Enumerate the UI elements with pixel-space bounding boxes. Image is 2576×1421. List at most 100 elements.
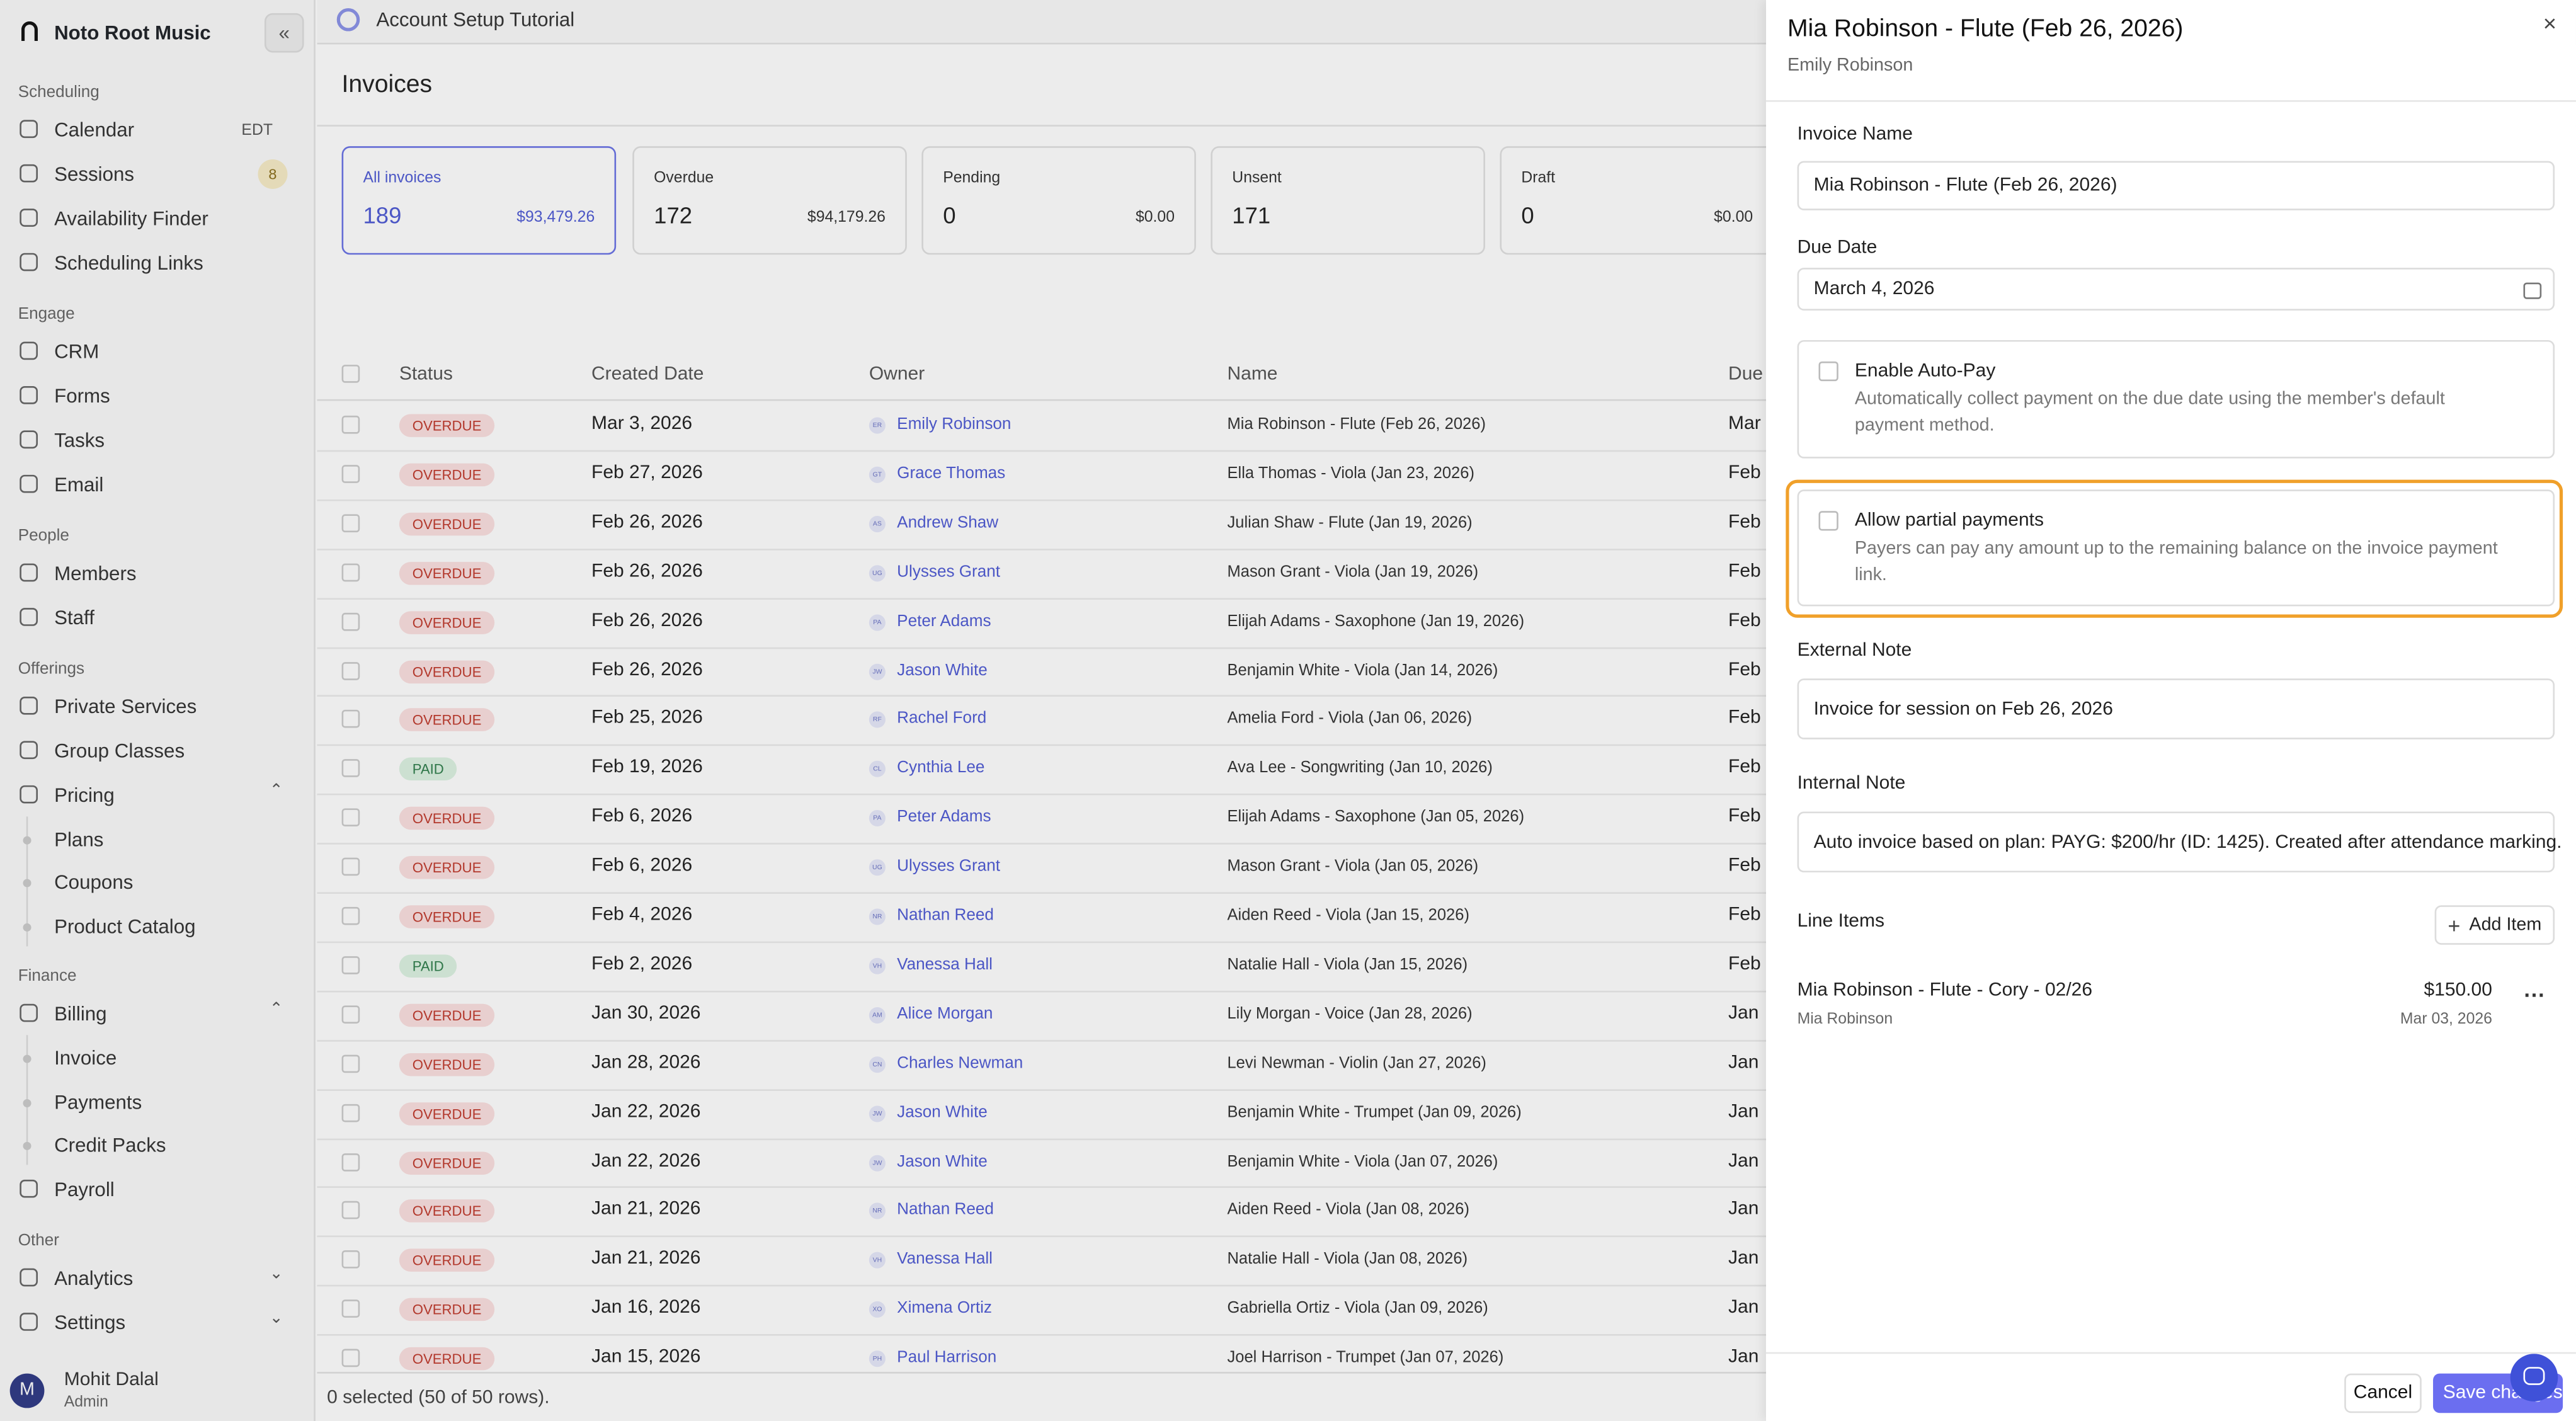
invoice-name[interactable]: Mason Grant - Viola (Jan 05, 2026) bbox=[1227, 857, 1479, 876]
text-input[interactable]: Invoice for session on Feb 26, 2026 bbox=[1797, 678, 2555, 739]
owner-name[interactable]: Alice Morgan bbox=[897, 1005, 993, 1024]
org-name[interactable]: Noto Root Music bbox=[54, 21, 211, 45]
invoice-name[interactable]: Lily Morgan - Voice (Jan 28, 2026) bbox=[1227, 1005, 1473, 1024]
owner-name[interactable]: Rachel Ford bbox=[897, 710, 987, 729]
nav-item[interactable]: Payroll bbox=[54, 1177, 115, 1201]
row-checkbox[interactable] bbox=[341, 1054, 360, 1073]
invoice-name[interactable]: Mason Grant - Viola (Jan 19, 2026) bbox=[1227, 562, 1479, 581]
owner-name[interactable]: Emily Robinson bbox=[897, 415, 1012, 434]
nav-item[interactable]: Private Services bbox=[54, 695, 197, 718]
row-checkbox[interactable] bbox=[341, 612, 360, 631]
invoice-name[interactable]: Benjamin White - Viola (Jan 07, 2026) bbox=[1227, 1152, 1498, 1171]
column-header[interactable]: Status bbox=[399, 365, 453, 385]
nav-item[interactable]: Forms bbox=[54, 384, 110, 408]
nav-item[interactable]: Tasks bbox=[54, 428, 105, 452]
row-checkbox[interactable] bbox=[341, 1103, 360, 1122]
summary-card[interactable]: Draft 0 $0.00 bbox=[1500, 146, 1775, 255]
nav-item[interactable]: Members bbox=[54, 562, 137, 585]
invoice-name[interactable]: Aiden Reed - Viola (Jan 15, 2026) bbox=[1227, 906, 1470, 925]
owner-name[interactable]: Peter Adams bbox=[897, 808, 991, 827]
row-checkbox[interactable] bbox=[341, 1250, 360, 1269]
owner-name[interactable]: Jason White bbox=[897, 1103, 988, 1122]
nav-subitem[interactable]: Plans bbox=[54, 828, 104, 852]
owner-name[interactable]: Nathan Reed bbox=[897, 906, 994, 925]
row-checkbox[interactable] bbox=[341, 808, 360, 827]
text-input[interactable]: March 4, 2026 bbox=[1797, 268, 2555, 311]
row-checkbox[interactable] bbox=[341, 1201, 360, 1220]
column-header[interactable]: Created Date bbox=[591, 365, 704, 385]
nav-item[interactable]: Email bbox=[54, 473, 104, 496]
invoice-name[interactable]: Mia Robinson - Flute (Feb 26, 2026) bbox=[1227, 415, 1486, 434]
row-checkbox[interactable] bbox=[341, 562, 360, 581]
invoice-name[interactable]: Joel Harrison - Trumpet (Jan 07, 2026) bbox=[1227, 1349, 1504, 1367]
owner-name[interactable]: Cynthia Lee bbox=[897, 759, 985, 778]
row-checkbox[interactable] bbox=[341, 1152, 360, 1171]
column-header[interactable]: Owner bbox=[869, 365, 925, 385]
checkbox[interactable] bbox=[1818, 511, 1838, 531]
nav-subitem[interactable]: Coupons bbox=[54, 871, 134, 894]
add-item-button[interactable]: + Add Item bbox=[2434, 905, 2555, 945]
invoice-name[interactable]: Julian Shaw - Flute (Jan 19, 2026) bbox=[1227, 513, 1473, 532]
owner-name[interactable]: Grace Thomas bbox=[897, 464, 1006, 483]
nav-item[interactable]: Pricing bbox=[54, 784, 115, 807]
cancel-button[interactable]: Cancel bbox=[2344, 1373, 2422, 1413]
owner-name[interactable]: Vanessa Hall bbox=[897, 956, 993, 974]
header-checkbox[interactable] bbox=[341, 365, 360, 383]
invoice-name[interactable]: Ava Lee - Songwriting (Jan 10, 2026) bbox=[1227, 759, 1493, 778]
nav-item[interactable]: Availability Finder bbox=[54, 207, 208, 231]
owner-name[interactable]: Andrew Shaw bbox=[897, 513, 999, 532]
nav-item[interactable]: Calendar bbox=[54, 118, 135, 142]
owner-name[interactable]: Charles Newman bbox=[897, 1054, 1023, 1073]
owner-name[interactable]: Jason White bbox=[897, 661, 988, 680]
row-checkbox[interactable] bbox=[341, 857, 360, 876]
nav-item[interactable]: Scheduling Links bbox=[54, 251, 203, 275]
nav-item[interactable]: Analytics bbox=[54, 1266, 134, 1290]
row-checkbox[interactable] bbox=[341, 513, 360, 532]
owner-name[interactable]: Jason White bbox=[897, 1152, 988, 1171]
row-checkbox[interactable] bbox=[341, 1299, 360, 1318]
invoice-name[interactable]: Elijah Adams - Saxophone (Jan 05, 2026) bbox=[1227, 808, 1525, 827]
row-checkbox[interactable] bbox=[341, 661, 360, 680]
row-checkbox[interactable] bbox=[341, 415, 360, 434]
column-header[interactable]: Name bbox=[1227, 365, 1278, 385]
owner-name[interactable]: Peter Adams bbox=[897, 612, 991, 631]
nav-subitem[interactable]: Credit Packs bbox=[54, 1133, 166, 1157]
invoice-name[interactable]: Benjamin White - Viola (Jan 14, 2026) bbox=[1227, 661, 1498, 680]
invoice-name[interactable]: Levi Newman - Violin (Jan 27, 2026) bbox=[1227, 1054, 1486, 1073]
collapse-button[interactable]: « bbox=[264, 13, 304, 53]
column-header[interactable]: Due bbox=[1728, 365, 1764, 385]
tutorial-link[interactable]: Account Setup Tutorial bbox=[376, 8, 575, 31]
owner-name[interactable]: Vanessa Hall bbox=[897, 1250, 993, 1269]
chat-widget[interactable] bbox=[2510, 1354, 2558, 1401]
text-input[interactable]: Auto invoice based on plan: PAYG: $200/h… bbox=[1797, 811, 2562, 873]
summary-card[interactable]: All invoices 189 $93,479.26 bbox=[341, 146, 617, 255]
row-checkbox[interactable] bbox=[341, 1005, 360, 1024]
invoice-name[interactable]: Elijah Adams - Saxophone (Jan 19, 2026) bbox=[1227, 612, 1525, 631]
text-input[interactable]: Mia Robinson - Flute (Feb 26, 2026) bbox=[1797, 161, 2555, 210]
row-checkbox[interactable] bbox=[341, 759, 360, 778]
row-checkbox[interactable] bbox=[341, 710, 360, 729]
owner-name[interactable]: Ximena Ortiz bbox=[897, 1299, 992, 1318]
nav-item[interactable]: Staff bbox=[54, 606, 94, 630]
line-item-menu[interactable]: ⋯ bbox=[2523, 982, 2545, 1007]
invoice-name[interactable]: Natalie Hall - Viola (Jan 15, 2026) bbox=[1227, 956, 1468, 974]
nav-item[interactable]: CRM bbox=[54, 340, 100, 363]
invoice-name[interactable]: Gabriella Ortiz - Viola (Jan 09, 2026) bbox=[1227, 1299, 1488, 1318]
row-checkbox[interactable] bbox=[341, 464, 360, 483]
nav-subitem[interactable]: Payments bbox=[54, 1090, 142, 1114]
nav-item[interactable]: Settings bbox=[54, 1310, 126, 1334]
checkbox[interactable] bbox=[1818, 361, 1838, 382]
nav-item[interactable]: Billing bbox=[54, 1003, 107, 1026]
owner-name[interactable]: Ulysses Grant bbox=[897, 562, 1000, 581]
invoice-name[interactable]: Ella Thomas - Viola (Jan 23, 2026) bbox=[1227, 464, 1474, 483]
row-checkbox[interactable] bbox=[341, 956, 360, 974]
user-avatar[interactable]: M bbox=[9, 1373, 45, 1408]
owner-name[interactable]: Nathan Reed bbox=[897, 1201, 994, 1220]
invoice-name[interactable]: Aiden Reed - Viola (Jan 08, 2026) bbox=[1227, 1201, 1470, 1220]
nav-subitem[interactable]: Invoice bbox=[54, 1047, 117, 1071]
invoice-name[interactable]: Natalie Hall - Viola (Jan 08, 2026) bbox=[1227, 1250, 1468, 1269]
summary-card[interactable]: Pending 0 $0.00 bbox=[921, 146, 1196, 255]
summary-card[interactable]: Unsent 171 bbox=[1211, 146, 1485, 255]
invoice-name[interactable]: Amelia Ford - Viola (Jan 06, 2026) bbox=[1227, 710, 1473, 729]
invoice-name[interactable]: Benjamin White - Trumpet (Jan 09, 2026) bbox=[1227, 1103, 1522, 1122]
